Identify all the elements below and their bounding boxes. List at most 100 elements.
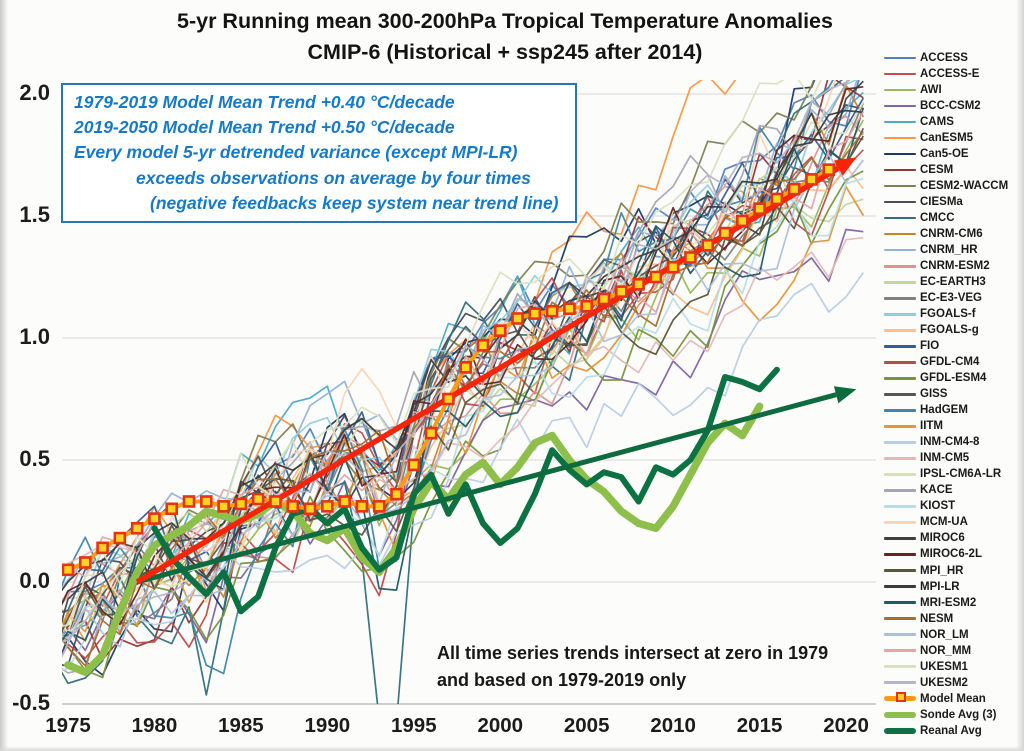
legend-item-FGOALS-f: FGOALS-f [884,306,1022,322]
model-mean-marker-1989 [303,502,317,516]
legend-swatch-IITM [884,425,916,428]
bottom-note-line-1: All time series trends intersect at zero… [437,643,829,663]
legend-item-CAMS: CAMS [884,114,1022,130]
legend-label: MPI_HR [920,564,964,577]
legend-label: MRI-ESM2 [920,596,977,609]
model-mean-marker-1987 [269,495,282,508]
legend-label: MIROC6 [920,532,965,545]
model-mean-marker-2014 [736,214,749,228]
legend-swatch-NOR_LM [884,633,916,636]
legend-swatch-Sonde Avg (3) [884,711,916,718]
legend-item-FIO: FIO [884,338,1022,354]
y-tick-1.0: 1.0 [19,324,50,349]
legend-label: Reanal Avg [920,724,982,737]
legend-label: INM-CM4-8 [920,436,980,449]
model-line-KIOST [62,177,864,671]
legend-item-Reanal Avg: Reanal Avg [884,723,1022,739]
legend-label: FGOALS-f [920,308,976,321]
legend-swatch-FGOALS-f [884,312,916,316]
x-tick-1975: 1975 [45,714,91,737]
legend-item-BCC-CSM2: BCC-CSM2 [884,98,1022,114]
legend-item-IITM: IITM [884,418,1022,434]
model-mean-marker-1999 [476,339,490,352]
x-tick-1985: 1985 [218,714,264,737]
legend-swatch-Model Mean [884,691,916,702]
legend-label: ACCESS-E [920,68,980,81]
bottom-note-line-2: and based on 1979-2019 only [437,670,687,690]
legend-label: UKESM1 [920,660,968,673]
annotation-box: 1979-2019 Model Mean Trend +0.40 °C/deca… [61,83,577,223]
legend-label: MIROC6-2L [920,548,982,561]
legend-item-EC-E3-VEG: EC-E3-VEG [884,290,1022,306]
model-line-INM-CM4-8 [62,272,864,640]
legend-item-CNRM-ESM2: CNRM-ESM2 [884,258,1022,274]
legend-label: IITM [920,420,943,433]
legend-item-GFDL-CM4: GFDL-CM4 [884,354,1022,370]
legend-label: KACE [920,484,953,497]
model-mean-marker-2001 [511,312,524,325]
legend-swatch-FIO [884,344,916,348]
y-tick--0.5: -0.5 [12,690,50,715]
legend-swatch-MCM-UA [884,521,916,524]
legend-label: INM-CM5 [920,452,970,465]
model-mean-marker-2013 [718,226,732,240]
legend-swatch-NESM [884,617,916,620]
legend-swatch-CNRM_HR [884,248,916,252]
model-mean-marker-2007 [614,285,628,298]
legend-label: ACCESS [920,52,968,64]
legend-label: CNRM-ESM2 [920,260,990,273]
legend-swatch-CESM2-WACCM [884,184,916,188]
legend-swatch-UKESM2 [884,681,916,684]
model-mean-marker-2018 [805,173,818,186]
annotation-line-3: Every model 5-yr detrended variance (exc… [74,142,518,163]
legend-swatch-INM-CM4-8 [884,441,916,444]
x-tick-2020: 2020 [823,714,869,737]
legend-swatch-CanESM5 [884,136,916,140]
model-mean-marker-1996 [424,426,438,440]
legend-item-CNRM_HR: CNRM_HR [884,242,1022,258]
legend-item-HadGEM: HadGEM [884,402,1022,418]
legend-label: MCM-UA [920,516,968,529]
legend-swatch-MIROC6-2L [884,553,916,556]
legend-label: FIO [920,340,940,353]
model-mean-marker-1982 [182,495,196,508]
legend-item-INM-CM4-8: INM-CM4-8 [884,434,1022,450]
model-mean-marker-1994 [390,487,403,501]
legend-swatch-ACCESS-E [884,72,916,76]
model-line-MPI_HR [62,135,865,633]
legend-item-GISS: GISS [884,386,1022,402]
legend-label: GFDL-CM4 [920,356,980,369]
legend-item-Sonde Avg (3): Sonde Avg (3) [884,707,1022,723]
model-mean-marker-1978 [113,531,127,545]
legend-swatch-MRI-ESM2 [884,601,916,604]
x-tick-2005: 2005 [563,714,610,737]
legend-swatch-GFDL-ESM4 [884,377,916,380]
model-mean-marker-1988 [286,500,300,513]
legend-item-IPSL-CM6A-LR: IPSL-CM6A-LR [884,466,1022,482]
model-mean-marker-2017 [787,182,801,196]
legend-item-ACCESS: ACCESS [884,50,1022,66]
bottom-note: All time series trends intersect at zero… [437,640,828,694]
legend-item-MPI-LR: MPI-LR [884,579,1022,595]
chart-title-line-1: 5-yr Running mean 300-200hPa Tropical Te… [177,9,833,33]
model-line-GFDL-ESM4 [62,170,864,679]
legend-item-INM-CM5: INM-CM5 [884,450,1022,466]
model-mean-marker-1984 [217,500,230,513]
legend-swatch-ACCESS [884,56,916,60]
x-tick-2015: 2015 [736,714,783,737]
legend-label: NOR_LM [920,628,969,641]
legend-swatch-FGOALS-g [884,328,916,332]
legend-item-CESM2-WACCM: CESM2-WACCM [884,178,1022,194]
legend-label: EC-E3-VEG [920,292,982,305]
legend-swatch-KIOST [884,505,916,508]
legend-label: UKESM2 [920,676,968,689]
legend-label: BCC-CSM2 [920,100,981,113]
legend-item-ACCESS-E: ACCESS-E [884,66,1022,82]
legend: ACCESS ACCESS-E AWI BCC-CSM2 CAMS CanESM5 Can5… [884,50,1022,739]
legend-swatch-NOR_MM [884,649,916,652]
legend-item-GFDL-ESM4: GFDL-ESM4 [884,370,1022,386]
model-mean-marker-1980 [148,512,161,525]
legend-item-NOR_LM: NOR_LM [884,627,1022,643]
model-mean-trend-arrow-head [833,157,857,176]
